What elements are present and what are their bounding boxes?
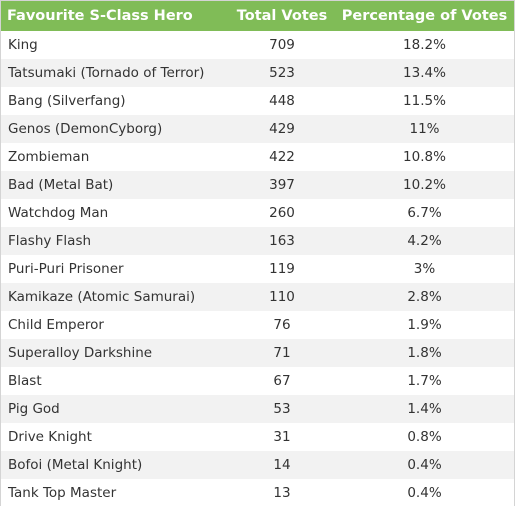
hero-name-cell: Superalloy Darkshine <box>8 345 153 361</box>
total-votes-cell: 119 <box>269 261 295 277</box>
percentage-cell: 2.8% <box>407 289 442 305</box>
total-votes-cell: 397 <box>269 177 295 193</box>
total-votes-cell: 53 <box>273 401 291 417</box>
percentage-cell: 18.2% <box>403 37 446 53</box>
hero-name-cell: Pig God <box>8 401 60 417</box>
table-row: Tank Top Master 13 0.4% <box>1 479 514 507</box>
table-row: Bad (Metal Bat) 397 10.2% <box>1 171 514 199</box>
percentage-cell: 1.7% <box>407 373 442 389</box>
table-row: Bofoi (Metal Knight) 14 0.4% <box>1 451 514 479</box>
percentage-cell: 3% <box>413 261 436 277</box>
table-row: Blast 67 1.7% <box>1 367 514 395</box>
table-header: Favourite S-Class Hero Total Votes Perce… <box>1 1 514 31</box>
hero-name-cell: Watchdog Man <box>8 205 109 221</box>
percentage-cell: 10.2% <box>403 177 446 193</box>
hero-name-cell: Puri-Puri Prisoner <box>8 261 124 277</box>
table-row: King 709 18.2% <box>1 31 514 59</box>
total-votes-cell: 523 <box>269 65 295 81</box>
percentage-cell: 1.9% <box>407 317 442 333</box>
hero-name-cell: Tatsumaki (Tornado of Terror) <box>8 65 205 81</box>
total-votes-cell: 71 <box>273 345 291 361</box>
header-total-votes: Total Votes <box>236 8 328 24</box>
table-row: Kamikaze (Atomic Samurai) 110 2.8% <box>1 283 514 311</box>
hero-name-cell: Tank Top Master <box>8 485 117 501</box>
header-percentage: Percentage of Votes <box>341 8 508 24</box>
hero-name-cell: Zombieman <box>8 149 90 165</box>
percentage-cell: 11% <box>409 121 440 137</box>
header-row: Favourite S-Class Hero Total Votes Perce… <box>1 1 514 31</box>
table-row: Flashy Flash 163 4.2% <box>1 227 514 255</box>
table-body: King 709 18.2% Tatsumaki (Tornado of Terror… <box>1 31 514 507</box>
table-row: Zombieman 422 10.8% <box>1 143 514 171</box>
table-row: Puri-Puri Prisoner 119 3% <box>1 255 514 283</box>
table-row: Bang (Silverfang) 448 11.5% <box>1 87 514 115</box>
percentage-cell: 4.2% <box>407 233 442 249</box>
hero-name-cell: Bofoi (Metal Knight) <box>8 457 143 473</box>
hero-name-cell: Genos (DemonCyborg) <box>8 121 163 137</box>
hero-name-cell: Bang (Silverfang) <box>8 93 126 109</box>
total-votes-cell: 448 <box>269 93 295 109</box>
total-votes-cell: 429 <box>269 121 295 137</box>
total-votes-cell: 709 <box>269 37 295 53</box>
table-row: Genos (DemonCyborg) 429 11% <box>1 115 514 143</box>
percentage-cell: 10.8% <box>403 149 446 165</box>
percentage-cell: 1.4% <box>407 401 442 417</box>
hero-name-cell: King <box>8 37 38 53</box>
total-votes-cell: 76 <box>273 317 291 333</box>
total-votes-cell: 163 <box>269 233 295 249</box>
percentage-cell: 11.5% <box>403 93 446 109</box>
total-votes-cell: 67 <box>273 373 291 389</box>
percentage-cell: 0.4% <box>407 457 442 473</box>
table-row: Tatsumaki (Tornado of Terror) 523 13.4% <box>1 59 514 87</box>
table-row: Pig God 53 1.4% <box>1 395 514 423</box>
hero-name-cell: Bad (Metal Bat) <box>8 177 114 193</box>
hero-name-cell: Blast <box>8 373 42 389</box>
percentage-cell: 6.7% <box>407 205 442 221</box>
total-votes-cell: 422 <box>269 149 295 165</box>
percentage-cell: 13.4% <box>403 65 446 81</box>
total-votes-cell: 110 <box>269 289 295 305</box>
table-row: Superalloy Darkshine 71 1.8% <box>1 339 514 367</box>
hero-name-cell: Drive Knight <box>8 429 92 445</box>
total-votes-cell: 13 <box>273 485 291 501</box>
total-votes-cell: 260 <box>269 205 295 221</box>
total-votes-cell: 14 <box>273 457 291 473</box>
hero-name-cell: Kamikaze (Atomic Samurai) <box>8 289 196 305</box>
hero-name-cell: Flashy Flash <box>8 233 92 249</box>
total-votes-cell: 31 <box>273 429 291 445</box>
header-hero: Favourite S-Class Hero <box>7 8 193 24</box>
table-row: Child Emperor 76 1.9% <box>1 311 514 339</box>
table-row: Watchdog Man 260 6.7% <box>1 199 514 227</box>
percentage-cell: 0.4% <box>407 485 442 501</box>
table-row: Drive Knight 31 0.8% <box>1 423 514 451</box>
percentage-cell: 0.8% <box>407 429 442 445</box>
percentage-cell: 1.8% <box>407 345 442 361</box>
hero-name-cell: Child Emperor <box>8 317 104 333</box>
